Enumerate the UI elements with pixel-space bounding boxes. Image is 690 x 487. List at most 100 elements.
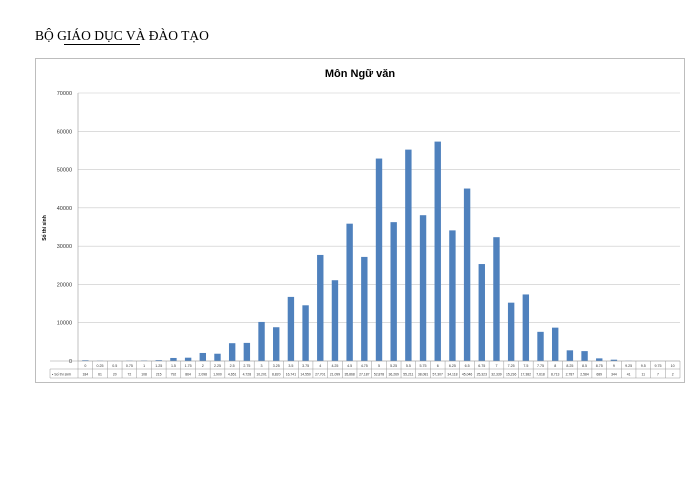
x-tick-label: 0	[84, 364, 86, 368]
data-label: 20	[113, 373, 117, 377]
x-tick-label: 6.75	[478, 364, 485, 368]
bar	[566, 350, 574, 361]
y-tick-label: 70000	[57, 91, 72, 97]
x-tick-label: 5	[378, 364, 380, 368]
data-label: 32,339	[491, 373, 501, 377]
bar	[610, 359, 618, 361]
y-tick-label: 10000	[57, 321, 72, 327]
x-tick-label: 5.75	[420, 364, 427, 368]
bar	[581, 351, 588, 361]
data-label: 4,728	[243, 373, 252, 377]
x-tick-label: 4.25	[331, 364, 338, 368]
data-label: 2,584	[580, 373, 589, 377]
y-tick-label: 20000	[57, 282, 72, 288]
bar	[375, 158, 383, 361]
bar	[405, 149, 412, 361]
data-label: 792	[171, 373, 177, 377]
bar	[199, 352, 207, 361]
data-label: 25,323	[477, 373, 487, 377]
bar	[243, 342, 251, 361]
bar	[214, 353, 221, 361]
bar	[302, 305, 309, 361]
x-tick-label: 4	[319, 364, 321, 368]
data-label: 21,099	[330, 373, 340, 377]
data-label: 34,118	[447, 373, 457, 377]
bar	[419, 215, 427, 361]
data-label: 11	[642, 373, 646, 377]
data-label: 7	[657, 373, 659, 377]
data-label: 61	[98, 373, 102, 377]
x-tick-label: 8.5	[582, 364, 587, 368]
bar	[434, 141, 441, 361]
x-tick-label: 8.75	[596, 364, 603, 368]
data-label: 2,787	[566, 373, 575, 377]
x-tick-label: 5.5	[406, 364, 411, 368]
x-tick-label: 2.5	[230, 364, 235, 368]
x-tick-label: 9.75	[654, 364, 661, 368]
y-tick-label: 30000	[57, 244, 72, 250]
x-tick-label: 1.75	[185, 364, 192, 368]
chart-frame	[35, 58, 685, 383]
y-tick-label: 60000	[57, 129, 72, 135]
x-tick-label: 7	[495, 364, 497, 368]
data-label: 10,201	[256, 373, 266, 377]
bar	[390, 222, 397, 361]
bar	[170, 357, 177, 361]
bar	[478, 264, 485, 361]
x-tick-label: 0.5	[112, 364, 117, 368]
x-tick-label: 3.75	[302, 364, 309, 368]
data-label: 108	[141, 373, 147, 377]
bar	[184, 357, 192, 361]
bar	[273, 327, 280, 361]
bar	[346, 223, 353, 361]
data-label: 27,187	[359, 373, 369, 377]
bar	[596, 358, 603, 361]
bar	[493, 237, 500, 361]
data-label: 72	[127, 373, 131, 377]
data-label: 17,382	[521, 373, 531, 377]
x-tick-label: 8	[554, 364, 556, 368]
data-label: 16,741	[286, 373, 296, 377]
x-tick-label: 1.25	[155, 364, 162, 368]
y-tick-label: 50000	[57, 168, 72, 174]
data-label: 344	[611, 373, 617, 377]
data-label: 57,307	[433, 373, 443, 377]
x-tick-label: 2.75	[243, 364, 250, 368]
x-tick-label: 6	[437, 364, 439, 368]
bar	[155, 360, 162, 361]
y-axis-label: Số thí sinh	[41, 215, 48, 241]
bar	[463, 188, 471, 361]
bar	[317, 254, 324, 361]
bar	[449, 230, 456, 361]
x-tick-label: 10	[671, 364, 675, 368]
x-tick-label: 2.25	[214, 364, 221, 368]
x-tick-label: 8.25	[566, 364, 573, 368]
x-tick-label: 9	[613, 364, 615, 368]
x-tick-label: 0.75	[126, 364, 133, 368]
bar	[331, 280, 339, 361]
x-tick-label: 3.5	[288, 364, 293, 368]
x-tick-label: 1	[143, 364, 145, 368]
bar	[228, 343, 236, 361]
data-label: 2	[672, 373, 674, 377]
bar	[287, 296, 295, 361]
x-tick-label: 0.25	[97, 364, 104, 368]
x-tick-label: 5.25	[390, 364, 397, 368]
data-label: 864	[185, 373, 191, 377]
data-label: 689	[596, 373, 602, 377]
data-label: 55,211	[403, 373, 413, 377]
table-row-label: ▪ Số thí sinh	[52, 373, 71, 377]
data-label: 2,098	[199, 373, 208, 377]
data-label: 36,269	[388, 373, 398, 377]
x-tick-label: 7.25	[508, 364, 515, 368]
bar	[82, 360, 89, 361]
x-tick-label: 7.5	[523, 364, 528, 368]
bar	[551, 327, 559, 361]
data-label: 7,618	[536, 373, 545, 377]
data-label: 14,550	[300, 373, 310, 377]
x-tick-label: 3.25	[273, 364, 280, 368]
x-tick-label: 2	[202, 364, 204, 368]
bar	[361, 256, 368, 361]
chart-title: Môn Ngữ văn	[325, 68, 396, 80]
